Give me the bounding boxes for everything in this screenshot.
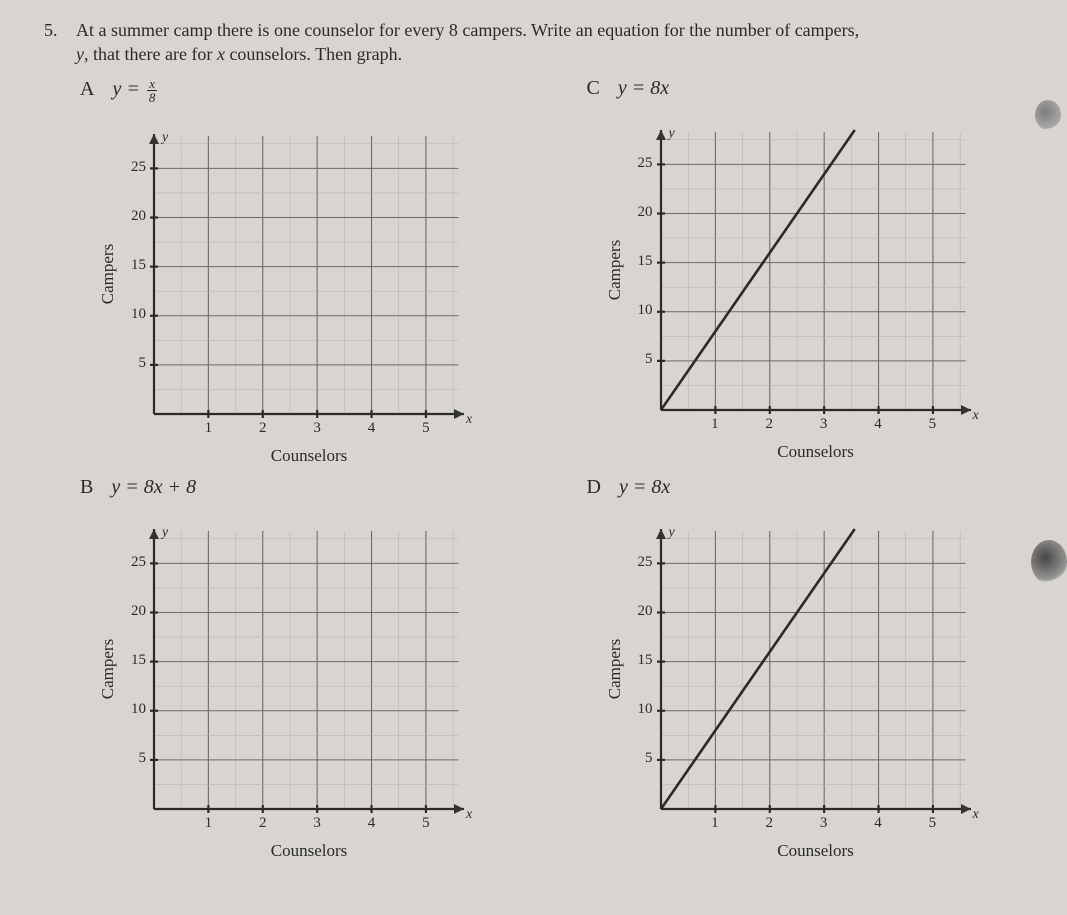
- option-C: C y = 8x Campers Counselors 5 10 15 20 25 1 2 3 4 5…: [551, 75, 1040, 468]
- x-axis-symbol: x: [973, 408, 979, 424]
- question-line1: At a summer camp there is one counselor …: [76, 20, 859, 40]
- y-tick-label: 15: [120, 652, 146, 669]
- option-A-eqn: y = x 8: [112, 77, 157, 104]
- y-axis-symbol: y: [162, 525, 168, 541]
- option-D-letter: D: [587, 476, 601, 499]
- x-axis-label: Counselors: [777, 841, 854, 861]
- option-A-eqn-left: y =: [112, 78, 139, 100]
- option-C-letter: C: [587, 77, 600, 100]
- x-tick-label: 2: [253, 420, 273, 437]
- x-tick-label: 1: [705, 416, 725, 433]
- y-tick-label: 20: [627, 204, 653, 221]
- page-hole-shadow: [1035, 100, 1061, 130]
- q-x: x: [217, 44, 225, 64]
- option-B-eqn: y = 8x + 8: [111, 476, 196, 499]
- x-axis-label: Counselors: [271, 446, 348, 466]
- option-A-label: A y = x 8: [80, 77, 533, 104]
- fraction-denominator: 8: [147, 91, 158, 104]
- fraction-icon: x 8: [147, 77, 158, 104]
- x-tick-label: 2: [253, 815, 273, 832]
- q-y: y: [76, 44, 84, 64]
- x-tick-label: 3: [307, 420, 327, 437]
- y-tick-label: 25: [627, 155, 653, 172]
- x-tick-label: 4: [362, 420, 382, 437]
- y-axis-label: Campers: [98, 243, 118, 303]
- y-axis-symbol: y: [162, 130, 168, 146]
- chart-D: Campers Counselors 5 10 15 20 25 1 2 3 4 5 y x: [579, 503, 1009, 863]
- x-tick-label: 2: [759, 815, 779, 832]
- option-C-eqn: y = 8x: [618, 77, 669, 100]
- question-row: 5. At a summer camp there is one counsel…: [44, 18, 1039, 67]
- chart-A: Campers Counselors 5 10 15 20 25 1 2 3 4 5 y x: [72, 108, 502, 468]
- y-tick-label: 25: [120, 159, 146, 176]
- option-B-letter: B: [80, 476, 93, 499]
- option-D-eqn: y = 8x: [619, 476, 670, 499]
- y-tick-label: 5: [627, 750, 653, 767]
- y-tick-label: 25: [120, 554, 146, 571]
- y-tick-label: 25: [627, 554, 653, 571]
- option-D-label: D y = 8x: [587, 476, 1040, 499]
- option-D: D y = 8x Campers Counselors 5 10 15 20 25 1 2 3 4 5…: [551, 474, 1040, 863]
- y-axis-label: Campers: [605, 239, 625, 299]
- y-tick-label: 10: [120, 701, 146, 718]
- option-B-label: B y = 8x + 8: [80, 476, 533, 499]
- x-tick-label: 3: [307, 815, 327, 832]
- y-tick-label: 5: [627, 351, 653, 368]
- question-text: At a summer camp there is one counselor …: [76, 18, 1039, 67]
- x-tick-label: 1: [198, 420, 218, 437]
- x-axis-symbol: x: [466, 412, 472, 428]
- x-tick-label: 4: [362, 815, 382, 832]
- y-tick-label: 10: [627, 701, 653, 718]
- y-tick-label: 15: [627, 652, 653, 669]
- x-axis-symbol: x: [466, 807, 472, 823]
- option-C-label: C y = 8x: [587, 77, 1040, 100]
- x-tick-label: 1: [198, 815, 218, 832]
- y-tick-label: 15: [627, 253, 653, 270]
- y-axis-label: Campers: [98, 638, 118, 698]
- fraction-numerator: x: [147, 77, 157, 91]
- y-tick-label: 10: [627, 302, 653, 319]
- chart-C: Campers Counselors 5 10 15 20 25 1 2 3 4 5 y x: [579, 104, 1009, 464]
- option-A: A y = x 8 Campers Counselors 5 10 15 20 25 1 2 3 4…: [44, 75, 533, 468]
- x-tick-label: 5: [922, 416, 942, 433]
- x-tick-label: 3: [814, 815, 834, 832]
- y-tick-label: 10: [120, 306, 146, 323]
- options-grid: A y = x 8 CampersCounselors5101520251234…: [44, 75, 1039, 863]
- q-mid: , that there are for: [84, 44, 217, 64]
- x-tick-label: 5: [922, 815, 942, 832]
- option-B: B y = 8x + 8 CampersCounselors5101520251…: [44, 474, 533, 863]
- option-A-letter: A: [80, 78, 94, 101]
- y-tick-label: 20: [120, 208, 146, 225]
- x-tick-label: 4: [868, 416, 888, 433]
- x-tick-label: 5: [416, 815, 436, 832]
- x-tick-label: 5: [416, 420, 436, 437]
- x-axis-symbol: x: [973, 807, 979, 823]
- x-tick-label: 3: [814, 416, 834, 433]
- y-tick-label: 20: [627, 603, 653, 620]
- x-axis-label: Counselors: [777, 442, 854, 462]
- y-tick-label: 15: [120, 257, 146, 274]
- y-axis-symbol: y: [669, 525, 675, 541]
- y-tick-label: 5: [120, 750, 146, 767]
- y-tick-label: 20: [120, 603, 146, 620]
- page-hole-shadow: [1031, 540, 1067, 584]
- x-tick-label: 2: [759, 416, 779, 433]
- y-axis-label: Campers: [605, 638, 625, 698]
- x-axis-label: Counselors: [271, 841, 348, 861]
- question-number: 5.: [44, 18, 66, 67]
- x-tick-label: 1: [705, 815, 725, 832]
- y-tick-label: 5: [120, 355, 146, 372]
- y-axis-symbol: y: [669, 126, 675, 142]
- q-suffix: counselors. Then graph.: [225, 44, 402, 64]
- chart-B: Campers Counselors 5 10 15 20 25 1 2 3 4 5 y x: [72, 503, 502, 863]
- x-tick-label: 4: [868, 815, 888, 832]
